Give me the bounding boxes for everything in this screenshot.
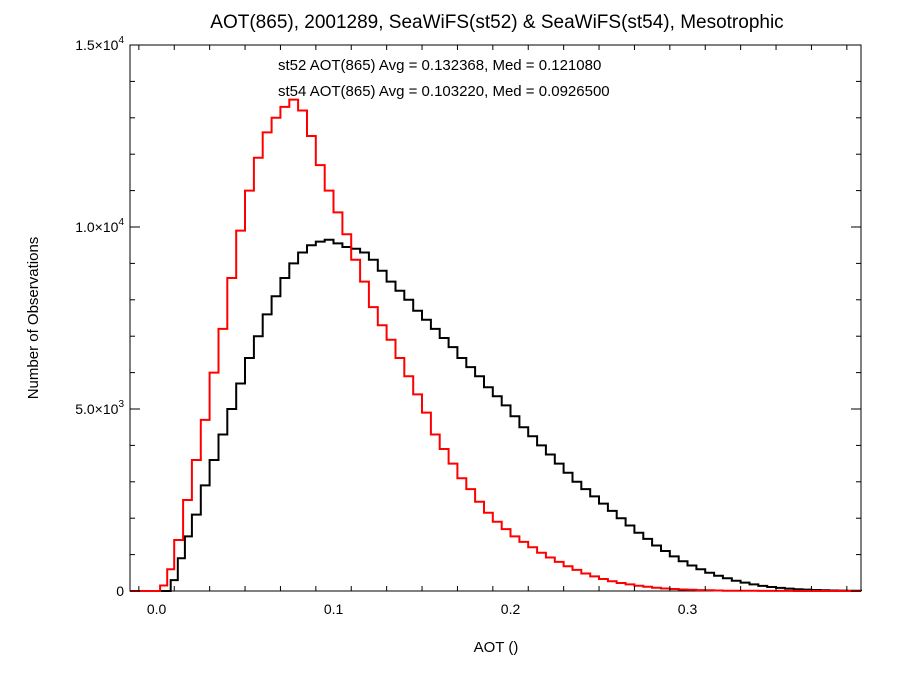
y-tick-label: 5.0×103 — [75, 399, 124, 417]
series-line-0 — [130, 238, 862, 592]
y-axis-label: Number of Observations — [25, 237, 42, 400]
series-layer — [130, 98, 862, 592]
y-tick-label: 1.0×104 — [75, 217, 124, 235]
series-line-1 — [130, 98, 861, 592]
annotation-st52: st52 AOT(865) Avg = 0.132368, Med = 0.12… — [278, 57, 601, 74]
y-axis-ticks: 0 5.0×103 1.0×104 1.5×104 — [75, 35, 861, 599]
x-tick-label: 0.1 — [324, 601, 344, 617]
x-tick-label: 0.3 — [678, 601, 698, 617]
x-axis-ticks: 0.0 0.1 0.2 0.3 — [138, 45, 848, 617]
chart-title: AOT(865), 2001289, SeaWiFS(st52) & SeaWi… — [210, 12, 783, 33]
y-tick-label: 0 — [116, 583, 124, 599]
x-axis-label: AOT () — [474, 639, 519, 656]
plot-frame — [129, 44, 862, 592]
annotation-st54: st54 AOT(865) Avg = 0.103220, Med = 0.09… — [278, 83, 610, 100]
x-tick-label: 0.0 — [147, 601, 167, 617]
x-tick-label: 0.2 — [501, 601, 521, 617]
y-tick-label: 1.5×104 — [75, 35, 124, 53]
